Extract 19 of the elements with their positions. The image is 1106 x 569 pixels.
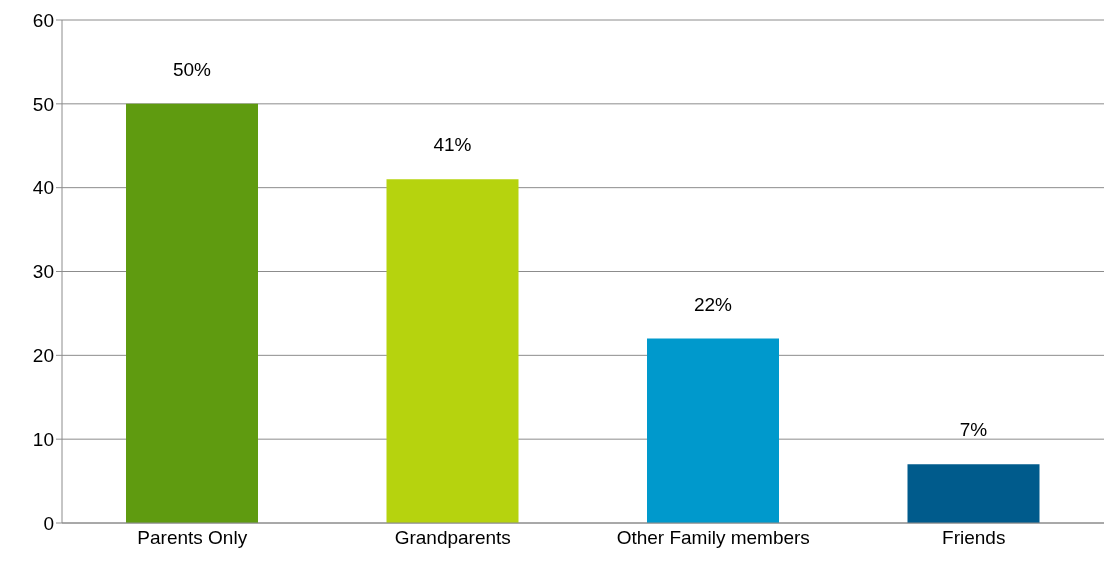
y-tick-label: 30	[32, 261, 54, 283]
y-tick-label: 60	[32, 9, 54, 31]
bar	[647, 338, 779, 523]
bar	[126, 103, 258, 523]
y-tick-label: 20	[32, 345, 54, 367]
data-label: 7%	[959, 419, 988, 441]
data-label: 22%	[693, 293, 733, 315]
y-tick-label: 0	[43, 512, 54, 534]
x-tick-label: Other Family members	[616, 527, 810, 549]
y-tick-label: 10	[32, 428, 54, 450]
y-tick-label: 50	[32, 93, 54, 115]
bar	[386, 179, 519, 523]
x-tick-label: Parents Only	[137, 527, 248, 549]
x-tick-label: Grandparents	[394, 527, 511, 549]
x-tick-label: Friends	[942, 527, 1006, 549]
data-label: 50%	[172, 58, 212, 80]
data-label: 41%	[433, 134, 472, 156]
bar	[907, 464, 1040, 523]
y-tick-label: 40	[32, 177, 54, 199]
